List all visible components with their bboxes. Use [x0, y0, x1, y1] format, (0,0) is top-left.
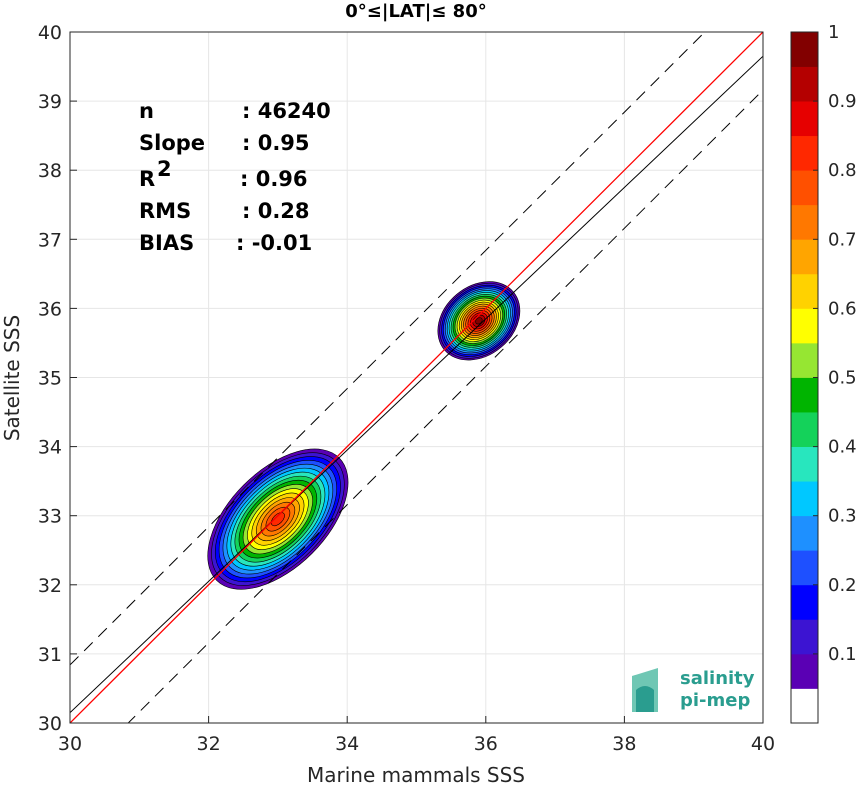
- chart-title: 0°≤|LAT|≤ 80°: [345, 1, 486, 22]
- colorbar-tick-label: 0.1: [828, 644, 857, 665]
- identity-line: [70, 32, 763, 723]
- colorbar-tick-label: 0.5: [828, 368, 857, 389]
- colorbar-tick-label: 0.9: [828, 91, 857, 112]
- x-tick-label: 36: [474, 733, 498, 755]
- y-tick-label: 32: [38, 575, 62, 597]
- contour-band: [270, 512, 285, 527]
- colorbar-tick-label: 1: [828, 22, 839, 43]
- x-axis-ticks: 30 32 34 36 38 40: [58, 716, 775, 755]
- colorbar: 0.1 0.2 0.3 0.4 0.5 0.6 0.7 0.8 0.9 1: [790, 22, 857, 724]
- stat-label: BIAS: [139, 231, 194, 255]
- logo-line1: salinity: [680, 668, 755, 689]
- density-contours: [207, 281, 521, 590]
- colorbar-segment: [791, 446, 818, 482]
- x-tick-label: 38: [612, 733, 636, 755]
- y-tick-label: 33: [38, 506, 62, 528]
- reference-lines: [70, 32, 763, 723]
- colorbar-segment: [791, 32, 818, 67]
- colorbar-segment: [791, 204, 818, 240]
- logo-wave-icon: [636, 686, 654, 712]
- stat-label: R: [139, 167, 155, 191]
- stat-label: n: [139, 99, 154, 123]
- y-tick-label: 39: [38, 91, 62, 113]
- x-tick-label: 30: [58, 733, 82, 755]
- salinity-pi-mep-logo: salinity pi-mep: [632, 668, 755, 712]
- colorbar-segment: [791, 342, 818, 378]
- y-tick-label: 36: [38, 298, 62, 320]
- colorbar-tick-label: 0.2: [828, 575, 857, 596]
- colorbar-segment: [791, 412, 818, 447]
- colorbar-segment: [791, 584, 818, 620]
- y-tick-label: 37: [38, 229, 62, 251]
- y-axis-label: Satellite SSS: [0, 315, 24, 441]
- y-tick-label: 30: [38, 713, 62, 735]
- regression-line: [70, 55, 763, 713]
- colorbar-segment: [791, 481, 818, 517]
- colorbar-segment: [791, 273, 818, 309]
- colorbar-tick-label: 0.3: [828, 506, 857, 527]
- colorbar-tick-label: 0.7: [828, 229, 857, 250]
- offset-line: [127, 89, 763, 723]
- x-tick-label: 34: [335, 733, 359, 755]
- colorbar-segment: [791, 239, 818, 275]
- y-tick-label: 34: [38, 437, 62, 459]
- colorbar-tick-label: 0.8: [828, 160, 857, 181]
- grid: [69, 31, 764, 724]
- stat-value: : 0.28: [242, 199, 310, 223]
- stat-superscript: 2: [157, 157, 172, 181]
- x-tick-label: 40: [751, 733, 775, 755]
- colorbar-segment: [791, 550, 818, 586]
- colorbar-segment: [791, 135, 818, 171]
- y-tick-label: 35: [38, 368, 62, 390]
- colorbar-tick-label: 0.6: [828, 298, 857, 319]
- colorbar-segment: [791, 170, 818, 206]
- stat-value: : 0.96: [240, 167, 308, 191]
- stat-label: RMS: [139, 199, 191, 223]
- stat-value: : 46240: [242, 99, 331, 123]
- stat-value: : 0.95: [242, 131, 310, 155]
- colorbar-segment: [791, 653, 818, 689]
- logo-line2: pi-mep: [680, 690, 750, 711]
- colorbar-tick-label: 0.4: [828, 437, 857, 458]
- colorbar-segment: [791, 66, 818, 102]
- colorbar-segment: [791, 619, 818, 655]
- colorbar-segment: [791, 101, 818, 137]
- y-tick-label: 38: [38, 160, 62, 182]
- y-axis-ticks: 30 31 32 33 34 35 36 37 38 39 40: [38, 22, 77, 735]
- colorbar-segment: [791, 688, 818, 724]
- colorbar-segment: [791, 515, 818, 551]
- statistics-box: n : 46240 Slope : 0.95 R 2 : 0.96 RMS : 0.28 BIAS…: [139, 99, 331, 255]
- x-tick-label: 32: [197, 733, 221, 755]
- stat-label: Slope: [139, 131, 205, 155]
- x-axis-label: Marine mammals SSS: [307, 763, 525, 786]
- offset-line: [70, 32, 706, 666]
- colorbar-segment: [791, 377, 818, 413]
- y-tick-label: 31: [38, 644, 62, 666]
- stat-value: : -0.01: [236, 231, 312, 255]
- colorbar-segment: [791, 308, 818, 344]
- y-tick-label: 40: [38, 22, 62, 44]
